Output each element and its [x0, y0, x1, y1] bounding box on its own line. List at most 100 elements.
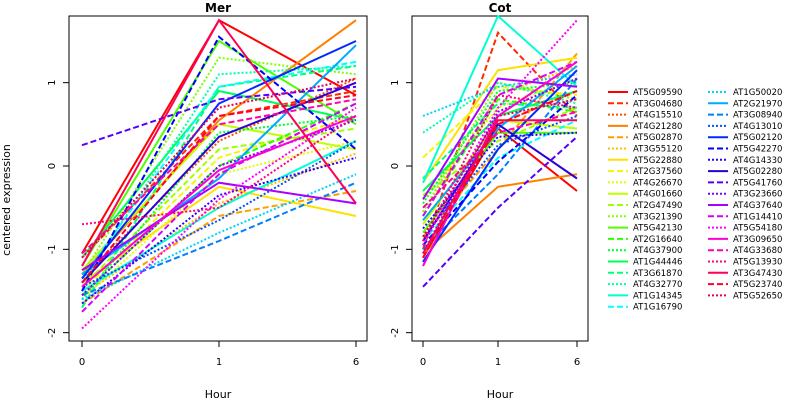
series-line-mer-at5g42270 — [81, 35, 357, 292]
series-line-mer-at4g14330 — [81, 156, 357, 305]
series-line-cot-at4g21280 — [422, 173, 578, 255]
x-tick-label-mer-0: 0 — [79, 357, 85, 368]
legend-label-at1g16790: AT1G16790 — [633, 303, 682, 313]
panel-title-cot: Cot — [489, 1, 512, 15]
series-line-mer-at1g50020 — [81, 173, 357, 301]
series-line-mer-at5g23740 — [81, 94, 357, 284]
series-line-cot-at3g23660 — [422, 77, 578, 254]
legend-label-at3g08940: AT3G08940 — [733, 111, 782, 121]
legend-label-at2g21970: AT2G21970 — [733, 99, 782, 109]
legend-label-at1g14345: AT1G14345 — [633, 291, 682, 301]
x-tick-label-cot-0: 0 — [420, 357, 426, 368]
y-axis-label: centered expression — [0, 144, 13, 256]
legend-label-at4g13010: AT4G13010 — [733, 122, 782, 132]
legend-label-at4g37640: AT4G37640 — [733, 201, 782, 211]
series-line-mer-at5g42130 — [81, 39, 357, 267]
series-line-mer-at5g41760 — [81, 85, 357, 147]
legend-label-at2g16640: AT2G16640 — [633, 235, 682, 245]
series-line-mer-at3g04680 — [81, 90, 357, 259]
legend-label-at5g23740: AT5G23740 — [733, 280, 782, 290]
legend-label-at5g13930: AT5G13930 — [733, 258, 782, 268]
legend-label-at5g22880: AT5G22880 — [633, 156, 682, 166]
series-line-cot-at3g47430 — [422, 119, 577, 254]
legend-label-at4g01660: AT4G01660 — [633, 190, 682, 200]
legend-label-at3g09650: AT3G09650 — [733, 235, 782, 245]
y-tick-label-cot--2: -2 — [390, 328, 401, 338]
legend-label-at4g15510: AT4G15510 — [633, 111, 682, 121]
legend-label-at1g44446: AT1G44446 — [633, 258, 682, 268]
legend-label-at5g41760: AT5G41760 — [733, 178, 782, 188]
legend-label-at5g02120: AT5G02120 — [733, 133, 782, 143]
legend-label-at2g47490: AT2G47490 — [633, 201, 682, 211]
legend-label-at3g04680: AT3G04680 — [633, 99, 682, 109]
series-line-mer-at3g47430 — [81, 18, 357, 267]
series-line-mer-at1g14410 — [81, 102, 357, 313]
y-tick-label-mer--2: -2 — [47, 328, 58, 338]
legend-label-at4g33680: AT4G33680 — [733, 246, 782, 256]
y-tick-label-cot-0: 0 — [390, 163, 401, 169]
y-tick-label-mer-0: 0 — [47, 163, 58, 169]
series-line-cot-at5g23740 — [422, 90, 578, 259]
legend-label-at1g50020: AT1G50020 — [733, 88, 782, 98]
legend-label-at5g02280: AT5G02280 — [733, 167, 782, 177]
series-line-cot-at1g14410 — [422, 60, 578, 217]
series-line-cot-at5g02120 — [422, 69, 578, 263]
series-line-mer-at2g37560 — [81, 115, 357, 292]
series-line-cot-at4g37640 — [422, 77, 578, 200]
legend-label-at3g23660: AT3G23660 — [733, 190, 782, 200]
series-line-mer-at1g44446 — [81, 89, 357, 259]
series-line-mer-at1g14345 — [81, 140, 357, 292]
legend-label-at3g21390: AT3G21390 — [633, 212, 682, 222]
series-line-mer-at5g22880 — [81, 185, 357, 284]
series-line-mer-at5g02120 — [81, 40, 357, 280]
y-tick-label-mer-1: 1 — [47, 80, 58, 86]
series-line-cot-at3g09650 — [422, 60, 578, 267]
axes-mer: 0 1 6 -2 -1 0 1 — [47, 80, 359, 368]
legend-label-at2g37560: AT2G37560 — [633, 167, 682, 177]
series-group-cot — [422, 14, 578, 288]
y-tick-label-cot--1: -1 — [390, 244, 401, 254]
legend-label-at4g37900: AT4G37900 — [633, 246, 682, 256]
legend-label-at3g47430: AT3G47430 — [733, 269, 782, 279]
legend-label-at5g42130: AT5G42130 — [633, 224, 682, 234]
legend-label-at3g55120: AT3G55120 — [633, 145, 682, 155]
legend-label-at5g54180: AT5G54180 — [733, 224, 782, 234]
legend-label-at4g26670: AT4G26670 — [633, 178, 682, 188]
series-line-cot-at1g16790 — [422, 119, 578, 242]
series-line-mer-at1g16790 — [81, 60, 357, 280]
series-line-cot-at5g52650 — [422, 98, 578, 238]
panel-cot: Cot 0 1 6 -2 -1 0 1 Hour — [390, 1, 589, 400]
plot-frame-mer — [68, 15, 368, 342]
legend-label-at5g52650: AT5G52650 — [733, 291, 782, 301]
x-tick-label-mer-6: 6 — [353, 357, 359, 368]
x-axis-label-cot: Hour — [487, 388, 514, 400]
series-line-mer-at4g33680 — [81, 98, 357, 255]
series-line-cot-at5g13930 — [422, 94, 578, 242]
series-line-cot-at1g14345 — [422, 14, 578, 184]
series-line-mer-at4g13010 — [81, 140, 357, 288]
legend-label-at5g09590: AT5G09590 — [633, 88, 682, 98]
x-tick-label-mer-1: 1 — [216, 357, 222, 368]
legend-label-at3g61870: AT3G61870 — [633, 269, 682, 279]
x-tick-label-cot-1: 1 — [495, 357, 501, 368]
series-line-cot-at3g21390 — [422, 81, 578, 213]
panel-mer: Mer 0 1 6 -2 -1 0 1 Hour — [47, 1, 368, 400]
legend-label-at5g02870: AT5G02870 — [633, 133, 682, 143]
legend: AT5G09590AT3G04680AT4G15510AT4G21280AT5G… — [608, 88, 782, 313]
series-line-cot-at2g21970 — [422, 65, 578, 221]
legend-label-at1g14410: AT1G14410 — [733, 212, 782, 222]
y-tick-label-mer--1: -1 — [47, 244, 58, 254]
series-line-cot-at3g61870 — [422, 102, 578, 180]
legend-label-at5g42270: AT5G42270 — [733, 145, 782, 155]
x-tick-label-cot-6: 6 — [574, 357, 580, 368]
y-tick-label-cot-1: 1 — [390, 80, 401, 86]
series-group-mer — [81, 18, 357, 330]
series-line-cot-at5g02280 — [422, 122, 578, 242]
series-line-mer-at5g54180 — [81, 106, 357, 330]
series-line-mer-at5g02280 — [81, 81, 357, 284]
series-line-mer-at5g02870 — [81, 190, 357, 305]
series-line-cot-at5g54180 — [422, 19, 578, 246]
legend-label-at4g14330: AT4G14330 — [733, 156, 782, 166]
series-line-cot-at1g50020 — [422, 73, 578, 117]
